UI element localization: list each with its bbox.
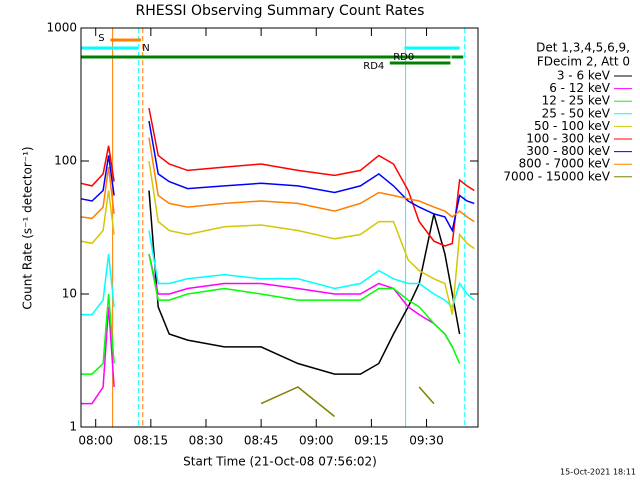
series-line [81, 253, 461, 375]
legend-label: 6 - 12 keV [549, 81, 611, 95]
plot-frame [80, 27, 479, 428]
interval-label: RD0 [393, 52, 414, 63]
legend-label: 100 - 300 keV [526, 132, 610, 146]
y-tick-label: 1000 [46, 21, 77, 35]
legend-label: 50 - 100 keV [534, 119, 611, 133]
legend-label: 7000 - 15000 keV [503, 169, 610, 183]
x-tick-label: 09:15 [354, 434, 389, 448]
series-line [80, 120, 475, 233]
x-tick-label: 08:30 [189, 434, 224, 448]
legend-label: 300 - 800 keV [526, 144, 610, 158]
y-axis-label: Count Rate (s⁻¹ detector⁻¹) [21, 146, 35, 309]
series-line [80, 107, 475, 247]
legend-label: 800 - 7000 keV [519, 157, 611, 171]
y-tick-label: 100 [54, 154, 77, 168]
series-line [260, 386, 435, 418]
chart-title: RHESSI Observing Summary Count Rates [136, 3, 425, 19]
y-tick-label: 10 [62, 287, 77, 301]
x-tick-label: 08:00 [78, 434, 113, 448]
legend-title: Det 1,3,4,5,6,9, [536, 41, 630, 55]
series-line [80, 137, 475, 223]
x-tick-label: 08:15 [134, 434, 169, 448]
x-tick-label: 08:45 [244, 434, 279, 448]
y-tick-label: 1 [69, 420, 77, 434]
series-line [81, 253, 453, 405]
interval-label: N [142, 43, 149, 54]
series-line [148, 190, 461, 375]
legend-label: 3 - 6 keV [557, 69, 611, 83]
x-axis-label: Start Time (21-Oct-08 07:56:02) [183, 455, 377, 469]
legend-title: FDecim 2, Att 0 [537, 55, 630, 69]
footer: 15-Oct-2021 18:11 [560, 468, 636, 477]
x-tick-label: 09:30 [409, 434, 444, 448]
x-tick-label: 09:00 [299, 434, 334, 448]
legend-label: 12 - 25 keV [542, 94, 611, 108]
legend-label: 25 - 50 keV [542, 106, 611, 120]
interval-label: S [98, 33, 104, 44]
interval-label: RD4 [363, 61, 384, 72]
series-line [80, 160, 475, 315]
